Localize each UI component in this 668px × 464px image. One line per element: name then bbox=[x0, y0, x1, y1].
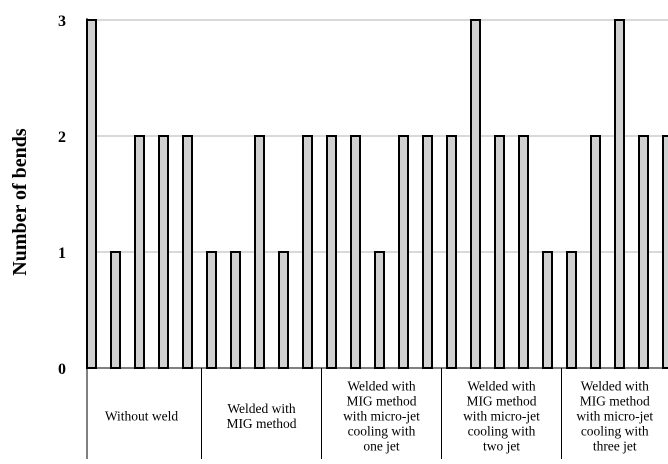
bar bbox=[278, 251, 289, 369]
bar bbox=[158, 135, 169, 369]
bar bbox=[374, 251, 385, 369]
bar bbox=[446, 135, 457, 369]
category-label-line: MIG method bbox=[346, 394, 416, 409]
category-label-line: two jet bbox=[483, 439, 520, 454]
category-label-line: MIG method bbox=[466, 394, 536, 409]
bar bbox=[662, 135, 668, 369]
bar bbox=[110, 251, 121, 369]
bar bbox=[518, 135, 529, 369]
bar bbox=[182, 135, 193, 369]
y-tick-labels: 0 1 2 3 bbox=[58, 13, 66, 378]
bar bbox=[230, 251, 241, 369]
bar bbox=[470, 19, 481, 369]
bar bbox=[566, 251, 577, 369]
category-label-line: MIG method bbox=[226, 416, 296, 431]
category-label-line: three jet bbox=[593, 439, 637, 454]
bar bbox=[590, 135, 601, 369]
axes bbox=[86, 18, 668, 459]
bar bbox=[638, 135, 649, 369]
bars bbox=[86, 19, 668, 369]
bar bbox=[614, 19, 625, 369]
category-label-line: one jet bbox=[363, 439, 400, 454]
y-tick-label: 1 bbox=[58, 245, 66, 262]
bar bbox=[542, 251, 553, 369]
category-label-line: Without weld bbox=[105, 409, 179, 424]
bar bbox=[206, 251, 217, 369]
category-label-line: Welded with bbox=[347, 379, 416, 394]
category-label-line: Welded with bbox=[227, 401, 296, 416]
category-label-line: cooling with bbox=[581, 424, 649, 439]
category-label-line: MIG method bbox=[580, 394, 650, 409]
y-tick-label: 0 bbox=[58, 361, 66, 378]
bar bbox=[134, 135, 145, 369]
category-label-line: with micro-jet bbox=[463, 409, 540, 424]
gridlines bbox=[87, 19, 668, 253]
bar bbox=[398, 135, 409, 369]
category-label-line: Welded with bbox=[467, 379, 536, 394]
bar bbox=[326, 135, 337, 369]
bar bbox=[494, 135, 505, 369]
category-label-line: cooling with bbox=[468, 424, 536, 439]
bar bbox=[86, 19, 97, 369]
y-axis-label: Number of bends bbox=[9, 128, 31, 276]
category-label-line: cooling with bbox=[348, 424, 416, 439]
category-label-line: with micro-jet bbox=[343, 409, 420, 424]
bar bbox=[422, 135, 433, 369]
bar bbox=[302, 135, 313, 369]
category-label-line: with micro-jet bbox=[576, 409, 653, 424]
category-label-line: Welded with bbox=[581, 379, 650, 394]
y-tick-label: 2 bbox=[58, 129, 66, 146]
y-tick-label: 3 bbox=[58, 13, 66, 30]
bar bbox=[254, 135, 265, 369]
bar bbox=[350, 135, 361, 369]
